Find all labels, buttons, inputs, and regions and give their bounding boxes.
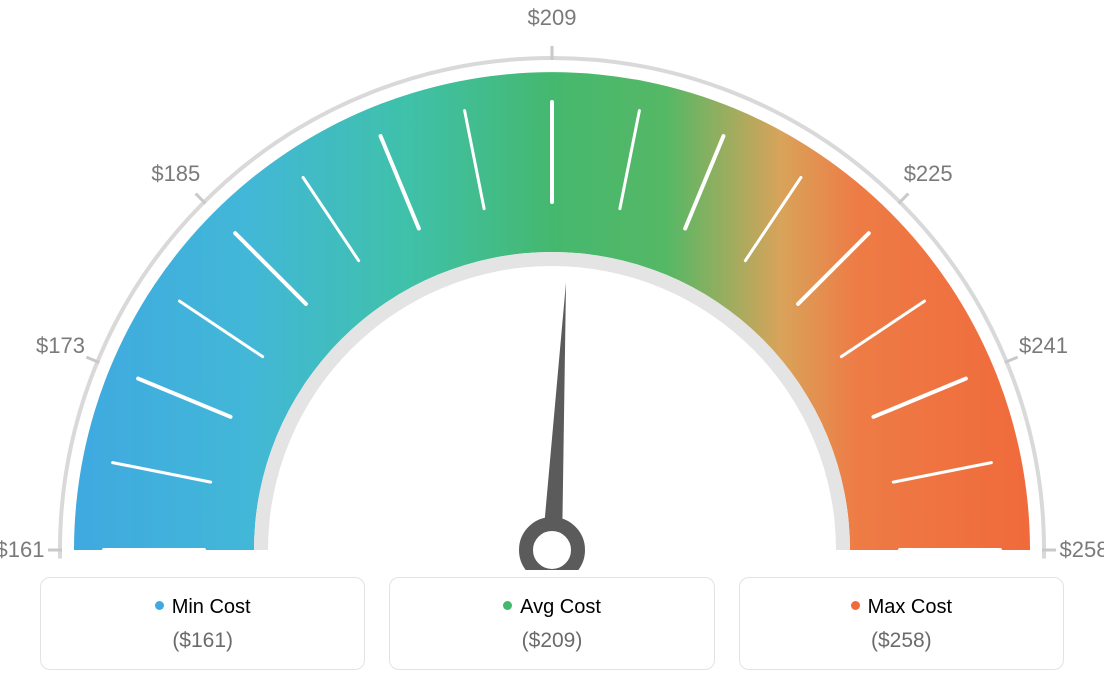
- dot-icon: [503, 601, 512, 610]
- gauge-chart: $161$173$185$209$225$241$258: [0, 10, 1104, 570]
- dot-icon: [155, 601, 164, 610]
- gauge-tick-label: $241: [1019, 333, 1068, 359]
- gauge-tick-label: $209: [528, 5, 577, 31]
- legend-label-max: Max Cost: [868, 596, 952, 618]
- legend-title-max: Max Cost: [750, 596, 1053, 619]
- legend-value-avg: ($209): [400, 629, 703, 653]
- legend-value-min: ($161): [51, 629, 354, 653]
- legend-card-max: Max Cost ($258): [739, 577, 1064, 670]
- legend-card-min: Min Cost ($161): [40, 577, 365, 670]
- legend-title-avg: Avg Cost: [400, 596, 703, 619]
- dot-icon: [851, 601, 860, 610]
- gauge-outer-tick: [196, 194, 206, 204]
- gauge-needle-hub: [526, 524, 578, 570]
- gauge-needle: [542, 282, 566, 550]
- gauge-tick-label: $258: [1060, 537, 1104, 563]
- gauge-svg: [0, 10, 1104, 570]
- legend-label-avg: Avg Cost: [520, 596, 601, 618]
- legend-value-max: ($258): [750, 629, 1053, 653]
- gauge-tick-label: $161: [0, 537, 44, 563]
- gauge-tick-label: $225: [904, 161, 953, 187]
- legend-row: Min Cost ($161) Avg Cost ($209) Max Cost…: [40, 577, 1064, 670]
- legend-label-min: Min Cost: [172, 596, 251, 618]
- cost-gauge-container: $161 $173 $185 $209 $225 $241 $258 Min Cost ($…: [0, 0, 1104, 690]
- gauge-tick-label: $185: [151, 161, 200, 187]
- gauge-tick-label: $173: [36, 333, 85, 359]
- legend-card-avg: Avg Cost ($209): [389, 577, 714, 670]
- gauge-outer-tick: [898, 194, 908, 204]
- legend-title-min: Min Cost: [51, 596, 354, 619]
